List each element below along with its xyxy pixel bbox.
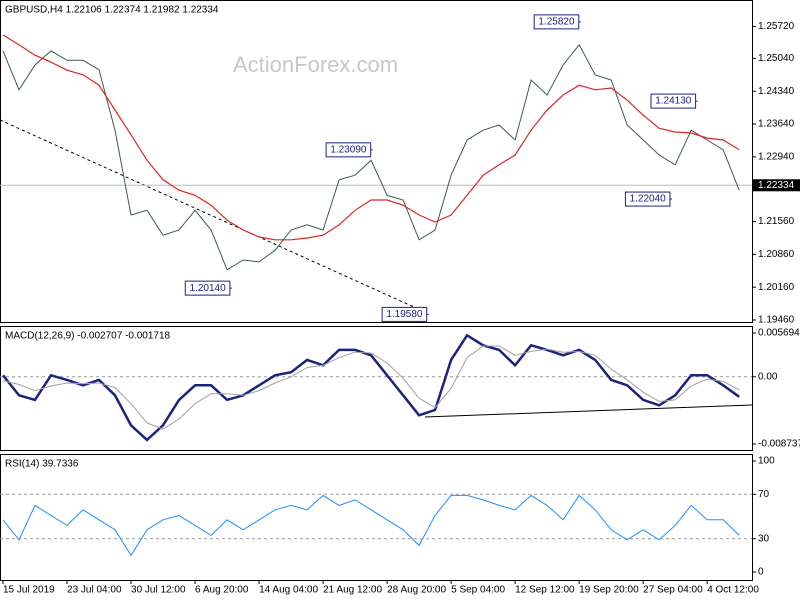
y-tick-label: 1.25720 [758,21,795,32]
support-line [424,404,753,418]
x-tick-label: 6 Aug 20:00 [195,585,249,596]
panel-title: MACD(12,26,9) -0.002707 -0.001718 [5,331,171,342]
y-tick-label: 70 [758,489,770,500]
price-annotation-label: 1.19580 [386,309,423,320]
x-tick-label: 21 Aug 12:00 [323,585,382,596]
y-tick-label: 0.005694 [758,328,800,339]
watermark: ActionForex.com [233,52,398,77]
macd-panel-frame [0,326,753,451]
x-tick-label: 14 Aug 04:00 [259,585,318,596]
series-line [2,333,740,442]
y-tick-label: 1.20160 [758,282,795,293]
y-tick-label: 1.24340 [758,86,795,97]
price-annotation-label: 1.20140 [189,283,226,294]
last-price-box [753,179,800,192]
price-annotation-label: 1.24130 [655,96,692,107]
price-annotation-label: 1.23090 [330,144,367,155]
y-tick-label: 1.21560 [758,216,795,227]
panel-title: GBPUSD,H4 1.22106 1.22374 1.21982 1.2233… [5,5,219,16]
y-tick-label: 1.23640 [758,119,795,130]
x-tick-label: 27 Sep 04:00 [643,585,703,596]
y-tick-label: 1.20860 [758,249,795,260]
series-line [2,34,740,241]
y-tick-label: 0.00 [758,371,778,382]
y-tick-label: 1.19460 [758,315,795,326]
y-tick-label: 1.22940 [758,152,795,163]
x-tick-label: 28 Aug 20:00 [387,585,446,596]
x-tick-label: 5 Sep 04:00 [451,585,505,596]
price-annotation-label: 1.25820 [538,17,575,28]
panel-title: RSI(14) 39.7336 [5,459,79,470]
series-line [2,345,740,430]
price-panel-frame [0,0,753,323]
y-tick-label: 1.25040 [758,53,795,64]
y-tick-label: 0 [758,567,764,578]
x-tick-label: 15 Jul 2019 [3,585,55,596]
series-line [2,494,740,557]
x-tick-label: 23 Jul 04:00 [67,585,122,596]
rsi-panel-frame [0,454,753,581]
price-annotation-label: 1.22040 [630,194,667,205]
x-tick-label: 19 Sep 20:00 [579,585,639,596]
x-tick-label: 4 Oct 12:00 [707,585,759,596]
y-tick-label: -0.008737 [758,439,800,450]
last-price-label: 1.22334 [758,180,795,191]
x-tick-label: 30 Jul 12:00 [131,585,186,596]
x-tick-label: 12 Sep 12:00 [515,585,575,596]
y-tick-label: 100 [758,456,775,467]
series-line [2,43,740,271]
y-tick-label: 30 [758,533,770,544]
